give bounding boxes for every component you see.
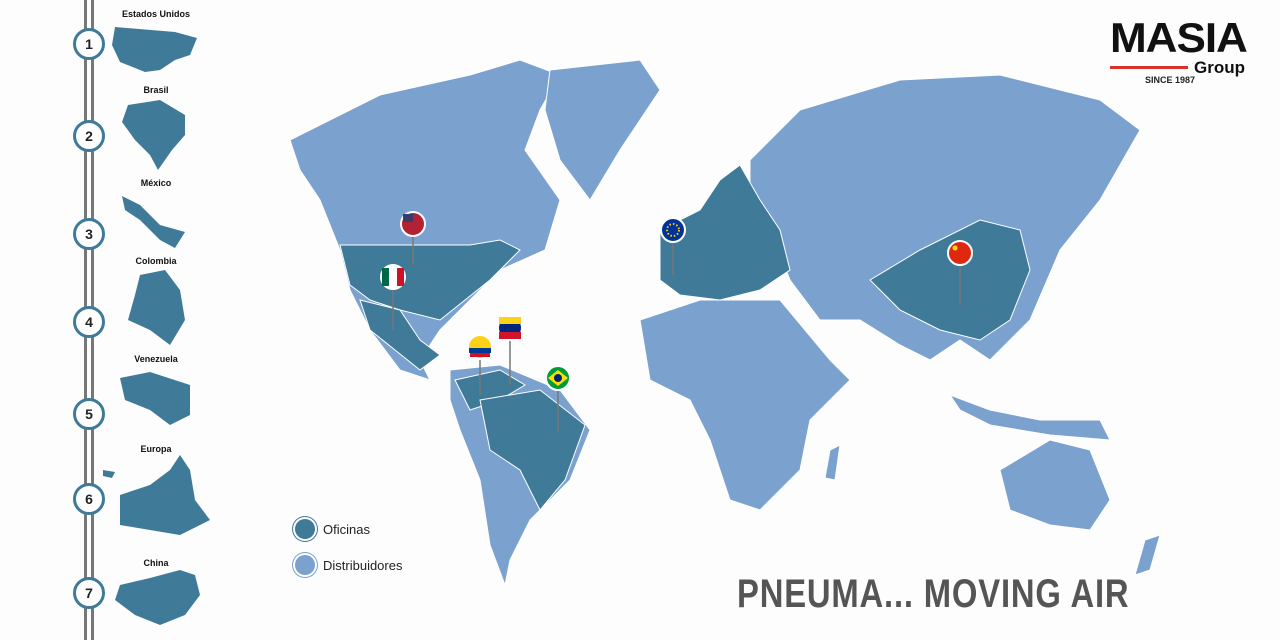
venezuela-silhouette bbox=[120, 372, 190, 425]
mexico-region bbox=[359, 299, 441, 371]
colombia-silhouette bbox=[128, 270, 185, 345]
eu-flag-pin bbox=[660, 217, 686, 243]
legend-label: Oficinas bbox=[323, 521, 370, 537]
country-label: México bbox=[140, 178, 172, 188]
masia-group-logo: MASIA Group SINCE 1987 bbox=[1110, 17, 1248, 85]
step-5: 5 bbox=[73, 398, 105, 430]
madagascar bbox=[824, 444, 841, 481]
venezuela-flag-pin bbox=[497, 315, 523, 341]
usa-silhouette bbox=[112, 27, 197, 72]
distributors-swatch bbox=[295, 555, 315, 575]
legend-offices: Oficinas bbox=[295, 519, 370, 539]
brazil-silhouette bbox=[122, 100, 185, 170]
europe-silhouette bbox=[103, 455, 210, 535]
mexico-silhouette bbox=[122, 196, 185, 248]
country-label: Europa bbox=[140, 444, 172, 454]
china-silhouette bbox=[115, 570, 200, 625]
step-4: 4 bbox=[73, 306, 105, 338]
china-region bbox=[869, 219, 1031, 341]
slogan: PNEUMA... MOVING AIR bbox=[737, 572, 1130, 616]
step-7: 7 bbox=[73, 577, 105, 609]
offices-swatch bbox=[295, 519, 315, 539]
step-3: 3 bbox=[73, 218, 105, 250]
country-label: Colombia bbox=[135, 256, 177, 266]
asia bbox=[749, 74, 1141, 361]
step-1: 1 bbox=[73, 28, 105, 60]
logo-red-line bbox=[1110, 66, 1188, 69]
colombia-flag-pin bbox=[467, 334, 493, 360]
country-label: Brasil bbox=[143, 85, 169, 95]
legend-label: Distribuidores bbox=[323, 557, 403, 573]
map-pins bbox=[392, 236, 961, 432]
china-flag-pin bbox=[947, 240, 973, 266]
legend-distributors: Distribuidores bbox=[295, 555, 402, 575]
country-silhouettes bbox=[103, 27, 210, 625]
greenland bbox=[544, 59, 661, 201]
country-label: China bbox=[143, 558, 169, 568]
distributor-regions bbox=[289, 59, 1161, 587]
country-label: Venezuela bbox=[134, 354, 178, 364]
usa-flag-pin bbox=[400, 211, 426, 237]
new-zealand bbox=[1134, 534, 1161, 576]
usa-region bbox=[339, 239, 521, 321]
indonesia bbox=[948, 393, 1111, 441]
step-6: 6 bbox=[73, 483, 105, 515]
australia bbox=[999, 439, 1111, 531]
country-label: Estados Unidos bbox=[121, 9, 190, 19]
logo-name: MASIA bbox=[1110, 14, 1248, 61]
colombia-venezuela-region bbox=[454, 369, 526, 411]
logo-sub: Group bbox=[1194, 58, 1245, 77]
office-regions bbox=[339, 164, 1031, 511]
africa bbox=[639, 299, 851, 511]
europe-region bbox=[659, 164, 791, 301]
logo-since: SINCE 1987 bbox=[1145, 75, 1196, 85]
mexico-flag-pin bbox=[380, 264, 406, 290]
step-2: 2 bbox=[73, 120, 105, 152]
brazil-flag-pin bbox=[545, 365, 571, 391]
